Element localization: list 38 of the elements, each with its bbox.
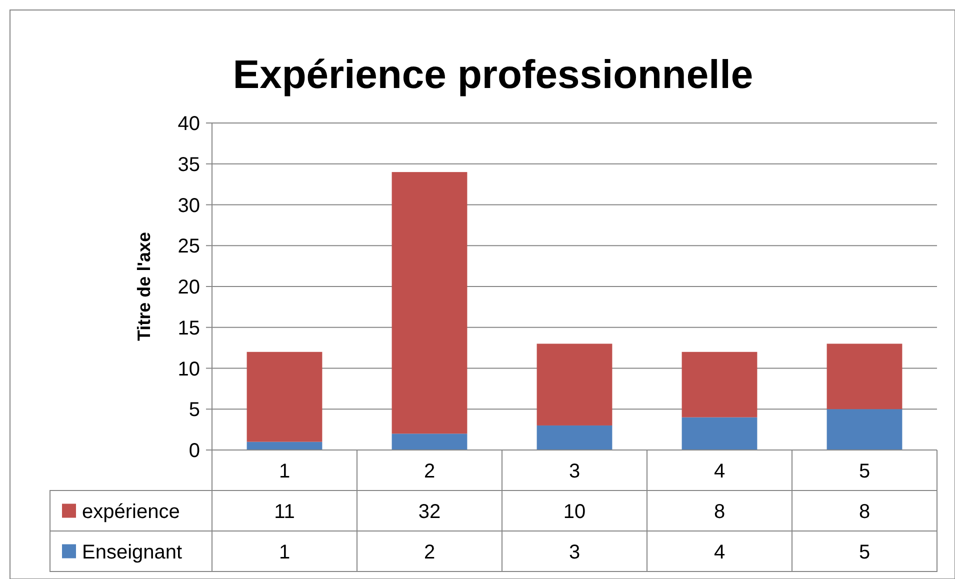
y-tick-label: 25 [178, 236, 200, 258]
y-tick-label: 15 [178, 317, 200, 340]
bar [536, 344, 612, 426]
y-tick-label: 0 [188, 440, 200, 462]
chart-title: Expérience professionnelle [232, 53, 754, 97]
bar [826, 409, 902, 450]
y-tick-label: 30 [178, 194, 200, 217]
y-tick-label: 5 [188, 399, 200, 422]
x-tick-label: 1 [278, 460, 290, 482]
y-tick-label: 20 [178, 276, 200, 298]
legend-label: expérience [82, 500, 180, 523]
bar [392, 434, 468, 450]
data-label: 8 [714, 500, 726, 523]
data-label: 3 [568, 541, 580, 564]
x-tick-label: 5 [858, 460, 870, 482]
bar [682, 352, 758, 418]
data-label: 11 [274, 500, 295, 523]
data-label: 5 [858, 541, 870, 564]
bar [682, 417, 758, 450]
x-tick-label: 4 [714, 460, 726, 482]
legend-label: Enseignant [82, 541, 183, 564]
data-label: 32 [418, 500, 441, 523]
x-tick-label: 3 [568, 460, 580, 482]
x-tick-label: 2 [424, 460, 436, 482]
bar [392, 172, 468, 434]
bar [536, 425, 612, 450]
data-label: 2 [424, 541, 436, 564]
data-label: 4 [714, 541, 726, 564]
data-label: 1 [278, 541, 290, 564]
bar [826, 344, 902, 410]
y-tick-label: 35 [178, 154, 200, 176]
data-label: 8 [858, 500, 870, 523]
y-axis-title: Titre de l'axe [134, 232, 154, 342]
bar [246, 442, 322, 450]
bar [246, 352, 322, 442]
y-tick-label: 10 [178, 358, 200, 380]
y-tick-label: 40 [178, 113, 200, 135]
data-label: 10 [563, 500, 586, 523]
